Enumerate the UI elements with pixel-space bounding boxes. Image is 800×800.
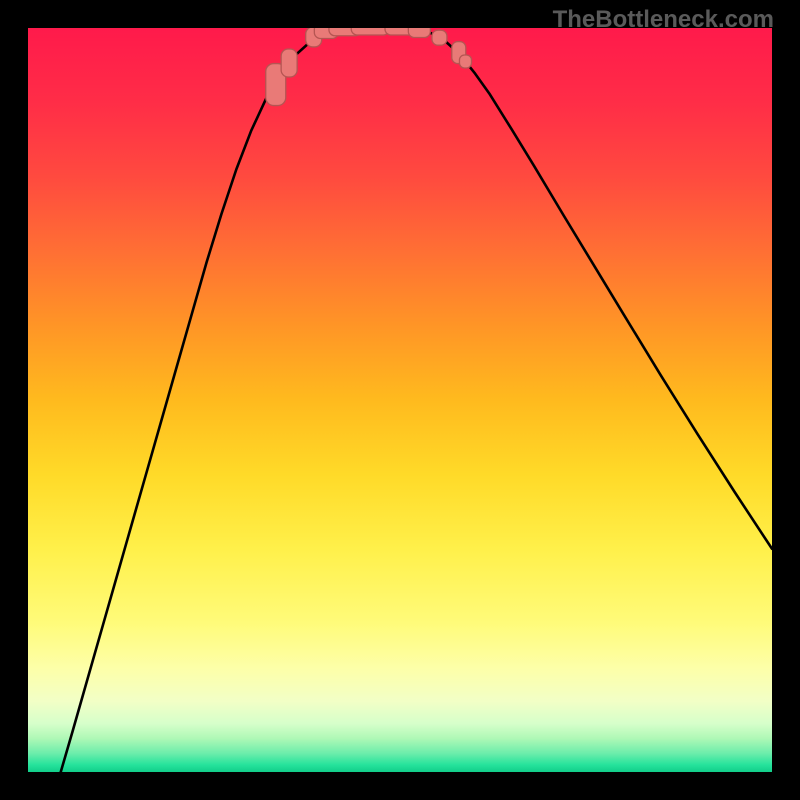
plot-background [28,28,772,772]
curve-marker [281,49,297,77]
curve-marker [432,30,447,45]
chart-container: TheBottleneck.com [0,0,800,800]
bottleneck-curve-chart [0,0,800,800]
watermark-text: TheBottleneck.com [553,6,774,34]
curve-marker [459,55,471,68]
